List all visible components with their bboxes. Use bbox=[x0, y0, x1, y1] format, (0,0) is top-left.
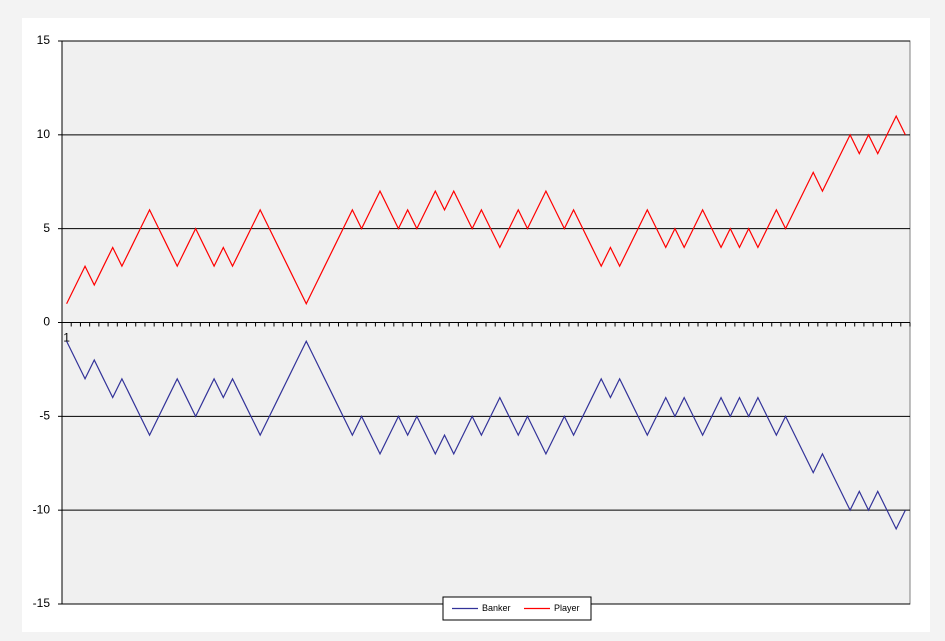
legend-label: Banker bbox=[482, 603, 511, 613]
y-tick-label: -10 bbox=[33, 502, 51, 516]
legend: Banker Player bbox=[442, 596, 592, 621]
y-tick-label: 15 bbox=[37, 33, 51, 47]
series-line bbox=[66, 114, 906, 306]
legend-label: Player bbox=[554, 603, 580, 613]
x-tick-label: 1 bbox=[63, 331, 70, 345]
y-tick-label: -15 bbox=[33, 596, 51, 610]
y-tick-label: -5 bbox=[39, 409, 50, 423]
y-tick-label: 5 bbox=[43, 221, 50, 235]
legend-box bbox=[442, 596, 592, 621]
y-tick-label: 0 bbox=[43, 315, 50, 329]
y-tick-label: 10 bbox=[37, 127, 51, 141]
series-line bbox=[66, 339, 906, 531]
